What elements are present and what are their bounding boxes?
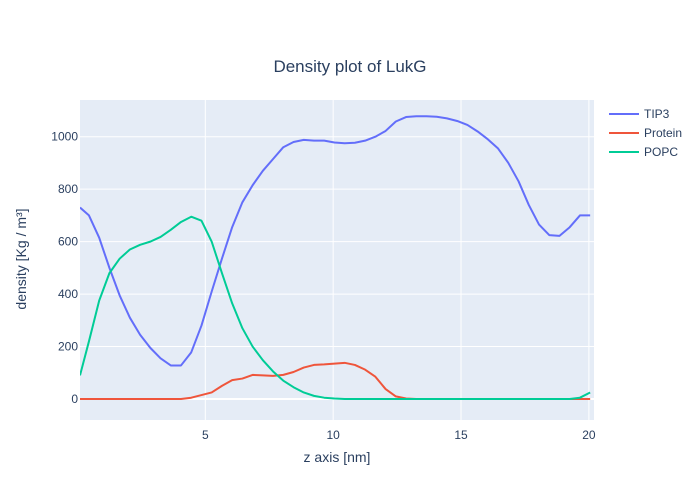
- series-line-tip3: [80, 115, 591, 367]
- legend-item-tip3[interactable]: TIP3: [609, 107, 670, 121]
- chart-title: Density plot of LukG: [273, 57, 426, 76]
- legend-label: TIP3: [644, 107, 670, 121]
- y-tick-label: 0: [71, 392, 78, 406]
- legend[interactable]: TIP3 Protein POPC: [609, 107, 682, 159]
- y-tick-label: 600: [58, 235, 78, 249]
- y-tick-label: 400: [58, 287, 78, 301]
- series-line-popc: [80, 215, 591, 401]
- series-lines: [80, 115, 591, 401]
- y-tick-label: 1000: [51, 130, 78, 144]
- x-axis-title: z axis [nm]: [304, 449, 371, 465]
- x-tick-label: 10: [326, 428, 340, 442]
- legend-item-protein[interactable]: Protein: [609, 126, 682, 140]
- x-tick-label: 15: [454, 428, 468, 442]
- x-tick-label: 20: [582, 428, 596, 442]
- legend-item-popc[interactable]: POPC: [609, 145, 678, 159]
- y-tick-label: 200: [58, 340, 78, 354]
- y-axis-title: density [Kg / m³]: [13, 208, 29, 309]
- y-tick-label: 800: [58, 182, 78, 196]
- legend-label: POPC: [644, 145, 678, 159]
- x-tick-label: 5: [202, 428, 209, 442]
- legend-label: Protein: [644, 126, 682, 140]
- plot-area: [80, 100, 594, 420]
